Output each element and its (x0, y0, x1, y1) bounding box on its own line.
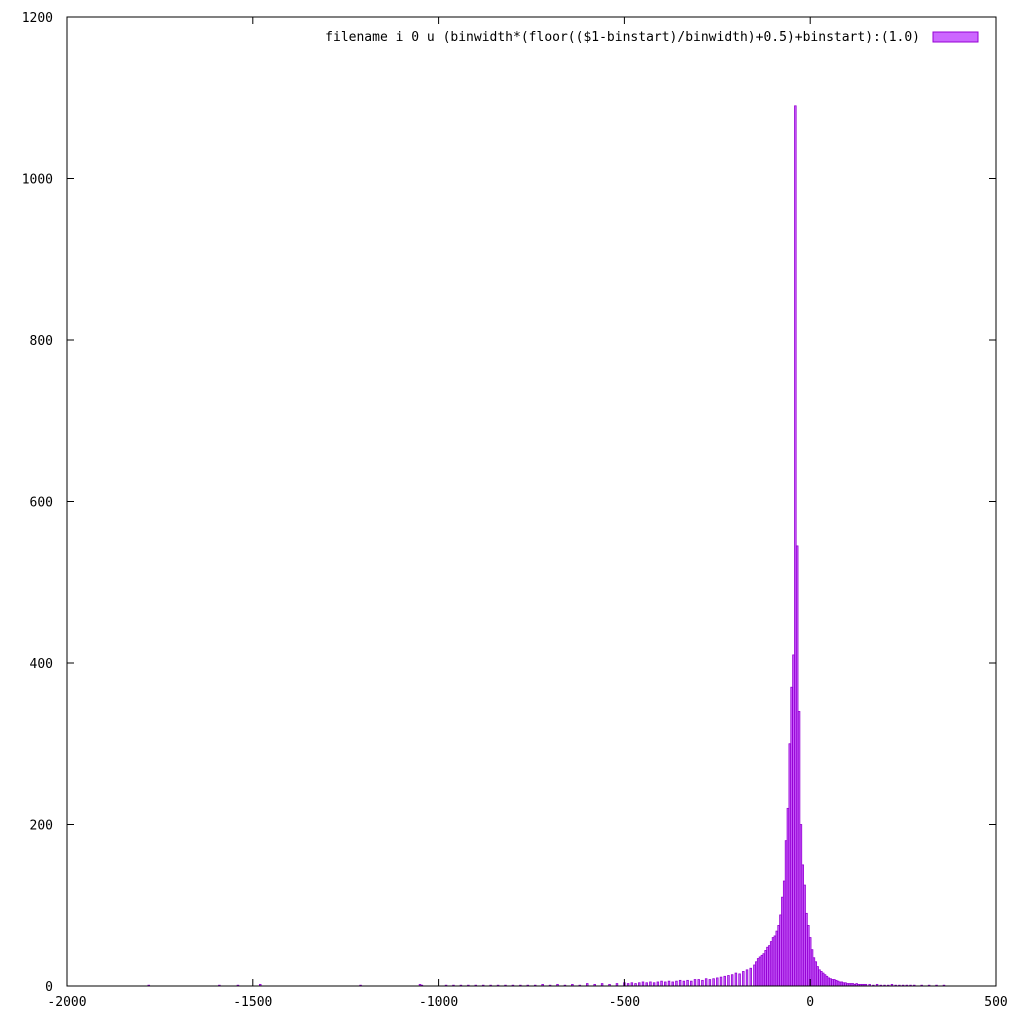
histogram-bar (799, 824, 803, 987)
y-tick-label: 0 (45, 980, 53, 995)
histogram-bar (784, 840, 788, 987)
histogram-bar (823, 974, 827, 987)
histogram-bar (782, 880, 786, 987)
histogram-bar (682, 980, 686, 987)
histogram-bar (742, 971, 745, 987)
histogram-bars (147, 105, 946, 987)
histogram-bar (690, 980, 693, 987)
x-tick-label: -1000 (419, 995, 458, 1010)
histogram-bar (840, 981, 844, 987)
histogram-bar (779, 914, 782, 987)
histogram-bar (768, 945, 771, 987)
histogram-bar (716, 977, 719, 987)
histogram-bar (758, 956, 762, 987)
legend-swatch (932, 31, 979, 43)
histogram-bar (836, 980, 840, 987)
histogram-bar (816, 966, 819, 987)
histogram-bar (730, 974, 734, 987)
x-tick-label: 0 (806, 995, 814, 1010)
histogram-bar (701, 979, 704, 987)
histogram-bar (829, 978, 832, 987)
histogram-bar (704, 978, 708, 987)
x-tick-label: 500 (984, 995, 1007, 1010)
histogram-bar (697, 979, 700, 987)
y-tick-label: 600 (30, 496, 53, 511)
histogram-bar (664, 981, 667, 987)
histogram-bar (833, 979, 836, 987)
x-tick-label: -1500 (233, 995, 272, 1010)
histogram-bar (756, 958, 760, 987)
histogram-bar (771, 937, 775, 987)
y-tick-label: 1200 (22, 11, 53, 26)
legend: filename i 0 u (binwidth*(floor(($1-bins… (325, 30, 979, 45)
histogram-bar (777, 925, 780, 987)
histogram-bar (760, 954, 764, 987)
histogram-bar (649, 981, 652, 987)
histogram-bar (693, 979, 697, 987)
histogram-bar (671, 981, 674, 987)
plot-border (66, 16, 997, 987)
y-tick-label: 800 (30, 334, 53, 349)
x-tick-label: -2000 (47, 995, 86, 1010)
histogram-bar (773, 935, 777, 987)
histogram-bar (764, 950, 767, 987)
histogram-bar (753, 964, 756, 987)
histogram-bar (762, 953, 765, 987)
histogram-bar (794, 105, 797, 987)
histogram-bar (831, 979, 834, 987)
histogram-bar (656, 981, 660, 987)
histogram-bar (749, 967, 752, 987)
histogram-bar (766, 946, 769, 987)
y-tick-label: 200 (30, 819, 53, 834)
histogram-bar (803, 884, 806, 987)
histogram-bar (818, 969, 821, 987)
histogram-bar (686, 979, 689, 987)
histogram-bar (810, 949, 814, 987)
histogram-bar (838, 981, 842, 987)
histogram-bar (723, 975, 726, 987)
histogram-bar (792, 654, 795, 987)
histogram-bar (678, 979, 682, 987)
histogram-bar (734, 972, 738, 987)
axis-ticks: -2000 -1500 -1000 -500 0 500 0 200 400 600 800 1000… (22, 11, 1008, 1010)
histogram-bar (667, 980, 671, 987)
x-tick-label: -500 (609, 995, 640, 1010)
histogram-bar (755, 961, 758, 987)
histogram-bar (827, 977, 831, 987)
histogram-bar (808, 937, 812, 987)
histogram-bar (727, 975, 730, 987)
histogram-bar (814, 961, 818, 987)
histogram-bar (708, 979, 712, 987)
histogram-bar (795, 545, 799, 987)
histogram-bar (786, 807, 790, 987)
histogram-bar (801, 864, 804, 987)
y-tick-label: 400 (30, 657, 53, 672)
histogram-bar (719, 976, 723, 987)
histogram-bar (790, 686, 793, 987)
histogram-bar (675, 980, 678, 987)
histogram-bar (788, 743, 791, 987)
histogram-bar (738, 973, 741, 987)
histogram-bar (797, 711, 801, 987)
histogram-bar (775, 930, 778, 987)
histogram-bar (807, 925, 810, 987)
y-tick-label: 1000 (22, 173, 53, 188)
histogram-bar (805, 912, 808, 987)
histogram-bar (660, 980, 663, 987)
histogram-bar (769, 941, 773, 987)
histogram-bar (825, 975, 829, 987)
histogram-bar (834, 979, 838, 987)
histogram-bar (745, 969, 749, 987)
histogram-bar (820, 971, 823, 987)
histogram-bar (812, 957, 816, 987)
histogram-bar (712, 978, 715, 987)
histogram-bar (821, 972, 825, 987)
histogram-bar (781, 896, 784, 987)
legend-label: filename i 0 u (binwidth*(floor(($1-bins… (325, 30, 920, 45)
histogram-bar (641, 981, 645, 987)
